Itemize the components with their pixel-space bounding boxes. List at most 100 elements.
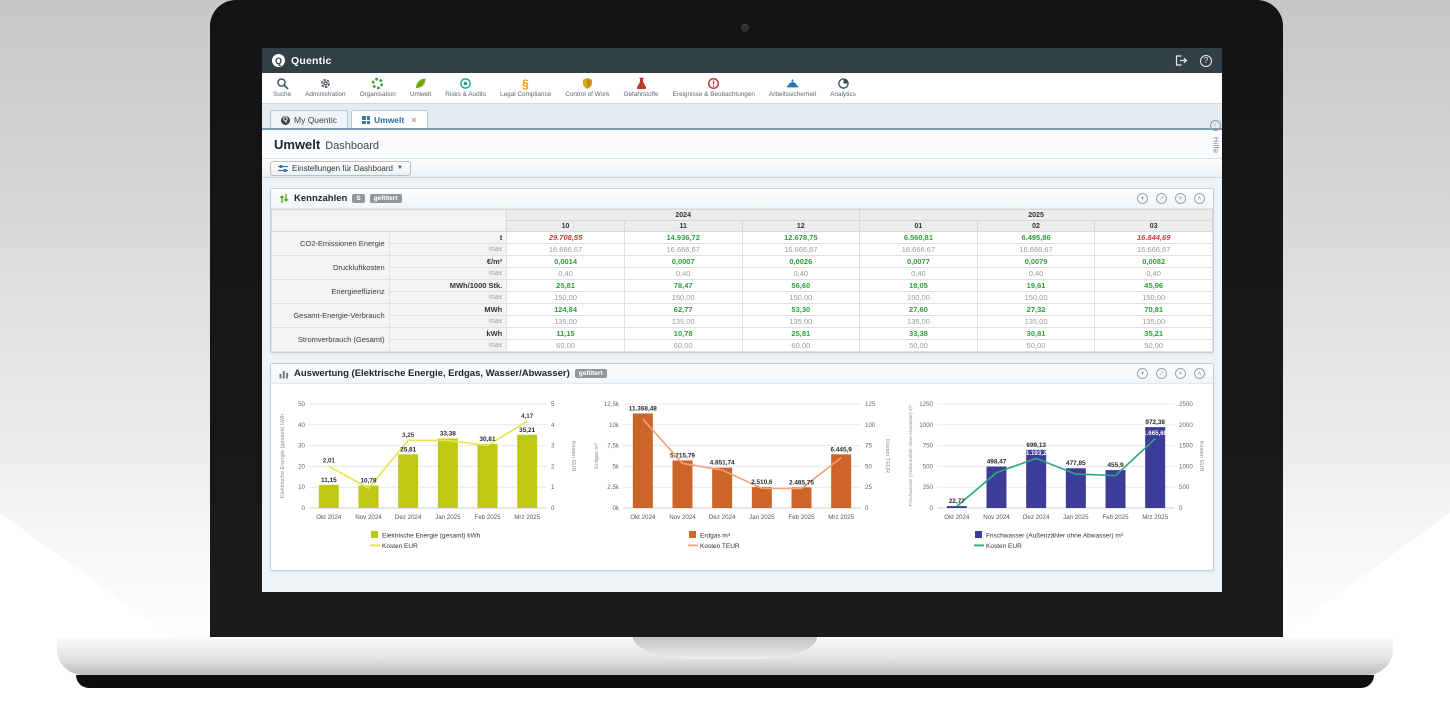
year-header: 2025 <box>859 209 1213 221</box>
tab-close-icon[interactable]: × <box>411 115 417 125</box>
panel-options-icon[interactable]: ▾ <box>1137 368 1148 379</box>
svg-text:0: 0 <box>551 505 555 512</box>
kennzahlen-table: 2024 2025 10 11 12 01 02 03 CO2-Emissionen Energ… <box>270 209 1213 352</box>
nav-item-control-of-work[interactable]: Control of Work <box>558 75 616 99</box>
nav-item-label: Arbeitssicherheit <box>768 91 817 98</box>
kpi-unit: MWh <box>388 303 508 316</box>
svg-text:Elektrische Energie (gesamt) k: Elektrische Energie (gesamt) kWh <box>382 533 481 540</box>
auswertung-panel: Auswertung (Elektrische Energie, Erdgas,… <box>270 363 1214 571</box>
svg-text:Kosten EUR: Kosten EUR <box>570 441 576 472</box>
nav-item-suche[interactable]: Suche <box>266 75 298 99</box>
svg-text:10,78: 10,78 <box>361 478 377 485</box>
svg-text:0: 0 <box>1179 505 1183 512</box>
kpi-unit: MWh/1000 Stk. <box>388 279 508 292</box>
helmet-icon <box>786 76 799 90</box>
nav-item-analytics[interactable]: Analytics <box>823 75 863 99</box>
svg-text:Dez 2024: Dez 2024 <box>395 514 422 521</box>
panel-popout-icon[interactable]: ↗ <box>1156 368 1167 379</box>
bar-nov-2024 <box>358 485 379 508</box>
kpi-label: Stromverbrauch (Gesamt) <box>271 327 390 352</box>
svg-text:2,01: 2,01 <box>323 458 336 465</box>
kpi-value: 19,61 <box>976 279 1096 292</box>
nav-item-label: Administration <box>305 91 346 98</box>
svg-text:2500: 2500 <box>1179 401 1193 408</box>
svg-text:50: 50 <box>865 463 872 470</box>
panel-title: Auswertung (Elektrische Energie, Erdgas,… <box>294 368 570 379</box>
nav-item-ereignisse-beobachtungen[interactable]: Ereignisse & Beobachtungen <box>666 75 762 99</box>
quentic-tab-icon: Q <box>281 115 290 125</box>
svg-text:4: 4 <box>551 422 555 429</box>
svg-text:Jan 2025: Jan 2025 <box>1063 514 1089 521</box>
svg-text:1000: 1000 <box>1179 463 1193 470</box>
svg-text:40: 40 <box>298 422 305 429</box>
kpi-value: 70,81 <box>1094 303 1213 316</box>
help-icon[interactable]: ? <box>1200 54 1212 67</box>
bar-feb-2025 <box>791 487 812 508</box>
dashboard-settings-button[interactable]: Einstellungen für Dashboard ▼ <box>270 160 411 176</box>
svg-text:Nov 2024: Nov 2024 <box>355 514 382 521</box>
kpi-value-row: Energieeffizienz MWh/1000 Stk. 25,81 78,47 5… <box>271 279 1213 304</box>
svg-text:12,5k: 12,5k <box>604 401 620 408</box>
svg-text:500: 500 <box>923 463 934 470</box>
tab-my-quentic[interactable]: Q My Quentic <box>270 110 348 128</box>
kpi-unit: t <box>388 231 508 244</box>
quentic-logo-icon: Q <box>272 54 285 67</box>
kpi-label: CO2-Emissionen Energie <box>271 231 390 256</box>
svg-text:699,13: 699,13 <box>1026 442 1046 449</box>
svg-text:Jan 2025: Jan 2025 <box>435 514 461 521</box>
kpi-value: 33,38 <box>859 327 978 340</box>
nav-item-organisation[interactable]: Organisation <box>353 75 403 99</box>
nav-item-umwelt[interactable]: Umwelt <box>403 75 438 99</box>
logout-icon[interactable] <box>1175 55 1188 66</box>
svg-text:3: 3 <box>551 443 555 450</box>
kpi-value: 6.560,81 <box>859 231 978 244</box>
kpi-max-value: 16.666,67 <box>741 243 861 256</box>
bar-jan-2025 <box>437 438 458 508</box>
kpi-max-value: 16.666,67 <box>506 243 625 256</box>
kpi-value: 62,77 <box>623 303 743 316</box>
chevron-left-icon[interactable]: ‹ <box>1209 120 1221 131</box>
chart-elektrische-energie: 0 0 10 1 20 2 30 3 40 4 50 5 Elektrische Energie (ge… <box>280 401 576 550</box>
bar-feb-2025 <box>477 443 498 508</box>
kpi-max-value: 16.666,67 <box>859 243 978 256</box>
svg-text:4.851,74: 4.851,74 <box>710 460 735 467</box>
nav-item-gefahrstoffe[interactable]: Gefahrstoffe <box>616 75 665 99</box>
kpi-label: Energieeffizienz <box>271 279 390 304</box>
chart-erdgas: 0k 0 2,5k 25 5k 50 7,5k 75 10k 100 12,5k 125 Erdgas … <box>594 401 890 550</box>
svg-text:20: 20 <box>298 463 305 470</box>
panel-options-icon[interactable]: ▾ <box>1137 193 1148 204</box>
settings-button-label: Einstellungen für Dashboard <box>292 163 393 173</box>
panel-collapse-icon[interactable]: ∧ <box>1194 368 1205 379</box>
nav-item-risks-audits[interactable]: Risks & Audits <box>438 75 493 99</box>
filtered-badge: gefiltert <box>574 369 607 378</box>
tab-label: Umwelt <box>374 115 405 125</box>
kpi-max-label: max <box>388 291 508 304</box>
panel-remove-icon[interactable]: ✕ <box>1175 193 1186 204</box>
svg-text:5.715,79: 5.715,79 <box>670 452 695 459</box>
kpi-max-label: max <box>388 339 508 352</box>
panel-popout-icon[interactable]: ↗ <box>1156 193 1167 204</box>
nav-item-label: Ereignisse & Beobachtungen <box>672 91 755 98</box>
line-series <box>642 418 842 490</box>
svg-text:1.193,2: 1.193,2 <box>1026 450 1047 457</box>
svg-text:Kosten TEUR: Kosten TEUR <box>884 439 890 473</box>
panel-collapse-icon[interactable]: ∧ <box>1194 193 1205 204</box>
kpi-label: Druckluftkosten <box>271 255 390 280</box>
nav-item-arbeitssicherheit[interactable]: Arbeitssicherheit <box>762 75 823 99</box>
svg-text:Elektrische Energie (gesamt) k: Elektrische Energie (gesamt) kWh <box>280 414 286 499</box>
nav-item-legal-compliance[interactable]: § Legal Compliance <box>493 75 558 99</box>
kpi-unit: kWh <box>388 327 508 340</box>
help-tab[interactable]: Hilfe <box>1211 137 1219 154</box>
tab-label: My Quentic <box>294 115 337 125</box>
shield-icon <box>581 76 594 90</box>
svg-text:5k: 5k <box>612 463 619 470</box>
svg-text:5: 5 <box>551 401 555 408</box>
nav-item-administration[interactable]: Administration <box>298 75 353 99</box>
svg-text:33,38: 33,38 <box>440 431 456 438</box>
svg-text:Frischwasser (Außenzähler ohne: Frischwasser (Außenzähler ohne Abwasser)… <box>986 533 1124 540</box>
kpi-value: 30,81 <box>976 327 1096 340</box>
panel-remove-icon[interactable]: ✕ <box>1175 368 1186 379</box>
kpi-max-value: 0,40 <box>741 267 861 280</box>
svg-text:1500: 1500 <box>1179 443 1193 450</box>
tab-umwelt[interactable]: Umwelt × <box>351 110 428 128</box>
